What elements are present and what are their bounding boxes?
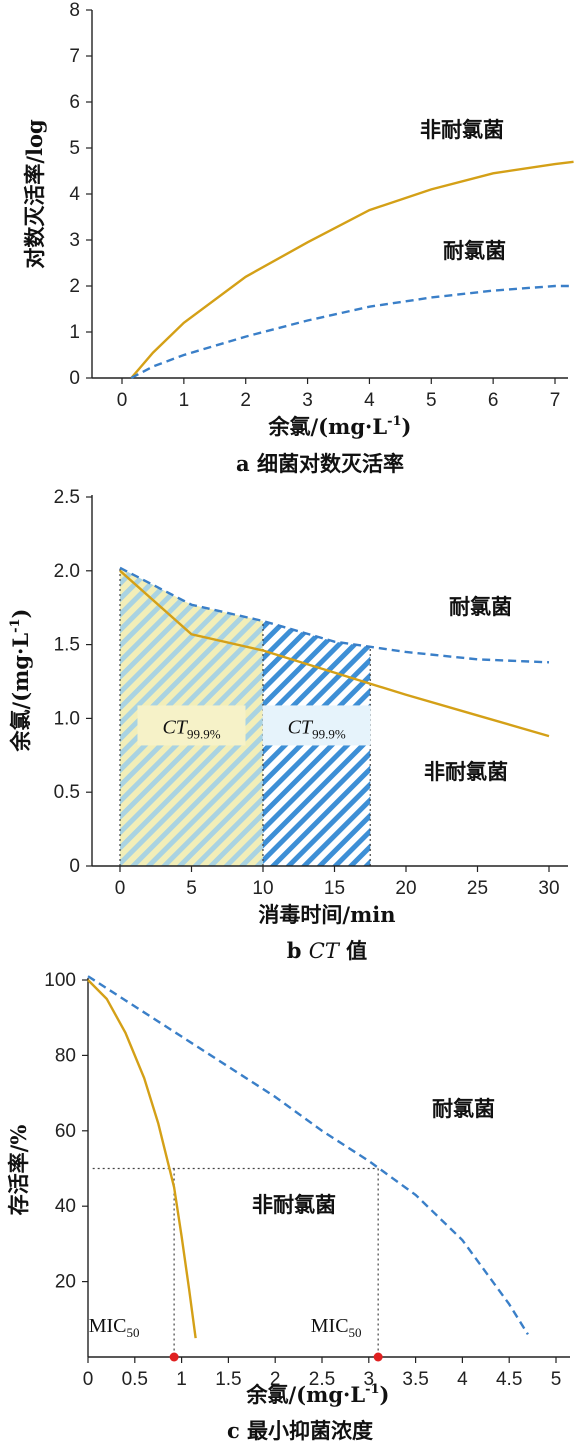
chart-c-y-tick-label: 80 — [55, 1045, 76, 1066]
chart-b-caption-suffix: 值 — [339, 938, 367, 963]
chart-a-y-tick-label: 8 — [69, 0, 80, 21]
chart-a-series-non-resistant — [130, 160, 574, 379]
chart-a-x-tick-label: 3 — [302, 390, 313, 411]
chart-b-y-title: 余氯/(mg·L-1) — [8, 609, 33, 753]
chart-b-y-tick-label: 1.0 — [54, 708, 80, 729]
chart-c-y-tick-label: 100 — [44, 970, 76, 991]
chart-b-ct-label-box — [262, 705, 371, 746]
chart-c-x-title: 余氯/(mg·L-1) — [246, 1382, 390, 1407]
chart-c-mic-label-base: MIC — [89, 1315, 127, 1337]
chart-a-y-tick-label: 4 — [69, 184, 80, 205]
chart-b-ct-label-base: CT — [162, 716, 188, 738]
chart-a-x-tick-label: 5 — [426, 390, 437, 411]
chart-c-x-tick-label: 0 — [83, 1369, 94, 1390]
chart-c-x-tick-label: 2.5 — [309, 1369, 335, 1390]
chart-c-y-tick-label: 60 — [55, 1121, 76, 1142]
chart-a-x-tick-label: 2 — [240, 390, 251, 411]
chart-a-y-tick-label: 1 — [69, 322, 80, 343]
chart-a-label-resistant: 耐氯菌 — [443, 238, 506, 263]
chart-a-label-non-resistant: 非耐氯菌 — [420, 117, 504, 142]
chart-c-mic-label: MIC50 — [311, 1315, 362, 1340]
chart-b-y-tick-label: 2.5 — [54, 487, 80, 508]
chart-c-y-tick-label: 40 — [55, 1196, 76, 1217]
chart-b-ct-label-sub: 99.9% — [312, 726, 346, 741]
chart-a-x-tick-label: 4 — [364, 390, 375, 411]
chart-c-x-tick-label: 2 — [270, 1369, 281, 1390]
chart-a-y-tick-label: 5 — [69, 138, 80, 159]
chart-a-y-title: 对数灭活率/log — [22, 119, 47, 269]
chart-a: 0 1 2 3 4 5 6 7 0 1 2 3 4 5 6 7 8 非耐氯菌 耐氯菌 对数灭活率/log 余氯/… — [22, 0, 574, 476]
chart-c-mic-label: MIC50 — [89, 1315, 140, 1340]
chart-b-series-resistant — [119, 566, 550, 664]
chart-c-series-non-resistant — [87, 979, 197, 1339]
chart-b-y-tick-label: 1.5 — [54, 635, 80, 656]
chart-c-label-resistant: 耐氯菌 — [432, 1096, 495, 1121]
chart-b-x-tick-label: 10 — [252, 878, 273, 899]
chart-c-x-tick-label: 3.5 — [402, 1369, 428, 1390]
chart-c-x-tick-label: 0.5 — [122, 1369, 148, 1390]
chart-b-ct-label: CT99.9% — [288, 716, 346, 741]
chart-c-mic-label-sub: 50 — [127, 1325, 140, 1340]
chart-b-x-tick-label: 5 — [186, 878, 197, 899]
chart-a-x-tick-label: 7 — [550, 390, 561, 411]
chart-c-x-tick-label: 4.5 — [496, 1369, 522, 1390]
chart-a-x-title-main: 余氯/(mg·L — [268, 414, 388, 439]
chart-b-x-tick-label: 25 — [467, 878, 488, 899]
chart-c-y-tick-label: 20 — [55, 1272, 76, 1293]
chart-b-ct-label-sub: 99.9% — [187, 726, 221, 741]
chart-b-caption-prefix: b — [287, 938, 309, 963]
chart-c-mic-label-sub: 50 — [349, 1325, 362, 1340]
chart-a-x-tick-label: 0 — [117, 390, 128, 411]
chart-c-mic-marker — [169, 1352, 179, 1362]
chart-a-caption: a 细菌对数灭活率 — [236, 451, 404, 476]
chart-c-x-title-sup: -1 — [365, 1382, 379, 1397]
chart-a-series-resistant — [130, 284, 574, 380]
chart-c-x-title-end: ) — [380, 1382, 390, 1407]
chart-a-x-tick-label: 1 — [179, 390, 190, 411]
chart-c-x-tick-label: 5 — [551, 1369, 562, 1390]
chart-b-x-tick-label: 30 — [538, 878, 559, 899]
chart-a-x-title-end: ) — [402, 414, 412, 439]
chart-c-x-tick-label: 1 — [176, 1369, 187, 1390]
chart-c-y-title: 存活率/% — [6, 1125, 31, 1216]
chart-b-y-title-sup: -1 — [8, 618, 23, 632]
chart-c-caption: c 最小抑菌浓度 — [227, 1418, 373, 1443]
chart-c-x-tick-label: 1.5 — [215, 1369, 241, 1390]
chart-c-series-resistant — [87, 975, 529, 1336]
chart-b-label-non-resistant: 非耐氯菌 — [424, 759, 508, 784]
chart-b-series-non-resistant — [119, 569, 550, 738]
chart-b-ct-label-base: CT — [288, 716, 314, 738]
chart-b-y-title-end: ) — [8, 609, 33, 619]
chart-b-y-tick-label: 0 — [69, 856, 80, 877]
chart-a-x-title-sup: -1 — [387, 414, 401, 429]
chart-c-label-non-resistant: 非耐氯菌 — [252, 1192, 336, 1217]
chart-a-y-tick-label: 7 — [69, 46, 80, 67]
chart-c-mic-marker — [373, 1352, 383, 1362]
chart-c-x-tick-label: 4 — [457, 1369, 468, 1390]
chart-a-x-title: 余氯/(mg·L-1) — [268, 414, 412, 439]
chart-b-label-resistant: 耐氯菌 — [449, 594, 512, 619]
chart-b-ct-label-box — [137, 705, 246, 746]
chart-a-y-tick-label: 6 — [69, 92, 80, 113]
chart-b-y-tick-label: 2.0 — [54, 561, 80, 582]
chart-b-x-title: 消毒时间/min — [258, 902, 395, 927]
chart-a-y-tick-label: 2 — [69, 276, 80, 297]
chart-b-caption: b CT 值 — [287, 938, 367, 963]
chart-b-x-tick-label: 20 — [395, 878, 416, 899]
chart-c-mic-label-base: MIC — [311, 1315, 349, 1337]
chart-b-y-tick-label: 0.5 — [54, 782, 80, 803]
chart-b-x-tick-label: 0 — [115, 878, 126, 899]
chart-c-x-tick-label: 3 — [364, 1369, 375, 1390]
chart-a-y-tick-label: 0 — [69, 368, 80, 389]
chart-b-y-title-main: 余氯/(mg·L — [8, 633, 33, 753]
chart-a-y-tick-label: 3 — [69, 230, 80, 251]
chart-b-caption-italic: CT — [309, 939, 341, 963]
chart-b-x-tick-label: 15 — [324, 878, 345, 899]
chart-a-x-tick-label: 6 — [488, 390, 499, 411]
chart-c-x-title-main: 余氯/(mg·L — [246, 1382, 366, 1407]
chart-b-ct-label: CT99.9% — [162, 716, 220, 741]
